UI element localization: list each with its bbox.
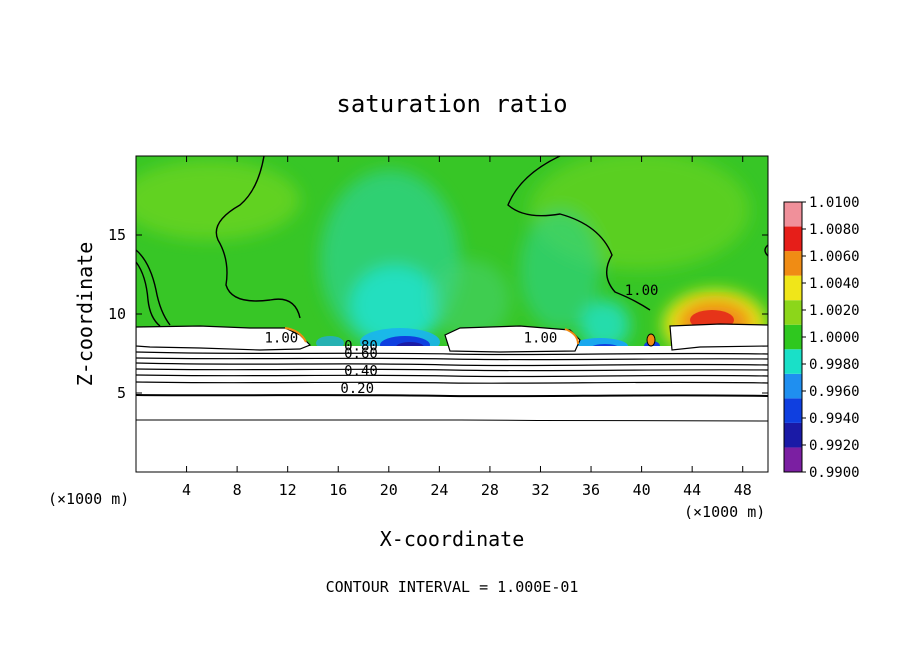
x-tick-label: 4: [182, 481, 191, 499]
contour-labels: 1.00 1.00 1.00 0.800.60 0.400.20: [265, 283, 659, 397]
colorbar-label: 1.0000: [809, 330, 860, 346]
contour-stack: [136, 351, 768, 422]
x-tick-label: 24: [430, 481, 448, 499]
x-tick-label: 8: [233, 481, 242, 499]
x-tick-label: 40: [633, 481, 651, 499]
colorbar-swatch: [784, 398, 802, 423]
y-tick-label: 15: [108, 226, 126, 244]
x-tick-label: 12: [279, 481, 297, 499]
y-axis: 5 10 15: [108, 226, 768, 402]
contour-label: 0.20: [340, 381, 374, 397]
colorbar-label: 1.0020: [809, 303, 860, 319]
colorbar-swatch: [784, 226, 802, 252]
colorbar-label: 0.9900: [809, 465, 860, 481]
x-axis: 4 8 12 16 20 24 28 32 36 40 44 48: [182, 156, 752, 499]
cloud-patches: [136, 323, 768, 353]
contour-label: 1.00: [625, 283, 659, 299]
contour-label: 1.00: [265, 330, 299, 346]
colorbar-swatch: [784, 447, 802, 472]
colorbar-label: 1.0040: [809, 276, 860, 292]
field-moist-patch: [136, 160, 300, 240]
x-tick-label: 28: [481, 481, 499, 499]
field-dry-patch: [430, 260, 510, 340]
plot-area: 1.00 1.00 1.00 0.800.60 0.400.20: [136, 156, 768, 472]
colorbar: 0.9900 0.9920 0.9940 0.9960 0.9980 1.0000 1.00…: [783, 195, 860, 481]
contour-label: 0.80: [344, 338, 378, 354]
x-tick-label: 44: [683, 481, 701, 499]
colorbar-swatch: [784, 324, 802, 350]
colorbar-label: 0.9940: [809, 411, 860, 427]
colorbar-swatch: [784, 422, 802, 448]
chart-title: saturation ratio: [336, 90, 567, 118]
colorbar-swatch: [784, 300, 802, 325]
colorbar-swatch: [784, 275, 802, 301]
lower-blank-region: [136, 346, 768, 472]
x-tick-label: 16: [329, 481, 347, 499]
y-tick-label: 5: [117, 384, 126, 402]
colorbar-label: 0.9960: [809, 384, 860, 400]
contour-label: 0.60: [344, 346, 378, 362]
colorbar-swatch: [784, 202, 802, 227]
x-tick-label: 32: [531, 481, 549, 499]
colorbar-label: 0.9920: [809, 438, 860, 454]
x-axis-label: X-coordinate: [380, 527, 525, 551]
field-dry-patch: [520, 210, 600, 330]
field-dry-patch: [580, 300, 630, 350]
x-tick-label: 36: [582, 481, 600, 499]
colorbar-label: 0.9980: [809, 357, 860, 373]
colorbar-label: 1.0080: [809, 222, 860, 238]
small-cloud-cell: [646, 333, 656, 347]
y-axis-label: Z-coordinate: [73, 242, 97, 387]
contour-interval-footer: CONTOUR INTERVAL = 1.000E-01: [326, 578, 579, 596]
y-tick-label: 10: [108, 305, 126, 323]
field-dry-patch: [350, 265, 440, 345]
colorbar-swatch: [784, 349, 802, 374]
contour-1p00: [136, 156, 768, 327]
contour-label: 1.00: [524, 330, 558, 346]
cloud-edge-fringe: [284, 327, 579, 345]
x-tick-label: 20: [380, 481, 398, 499]
colorbar-label: 1.0100: [809, 195, 860, 211]
contour-label: 0.40: [344, 364, 378, 380]
colorbar-label: 1.0060: [809, 249, 860, 265]
x-unit-right: (×1000 m): [684, 503, 765, 521]
colorbar-swatch: [784, 251, 802, 276]
colorbar-swatch: [784, 373, 802, 399]
x-tick-label: 48: [734, 481, 752, 499]
x-unit-left: (×1000 m): [48, 490, 129, 508]
